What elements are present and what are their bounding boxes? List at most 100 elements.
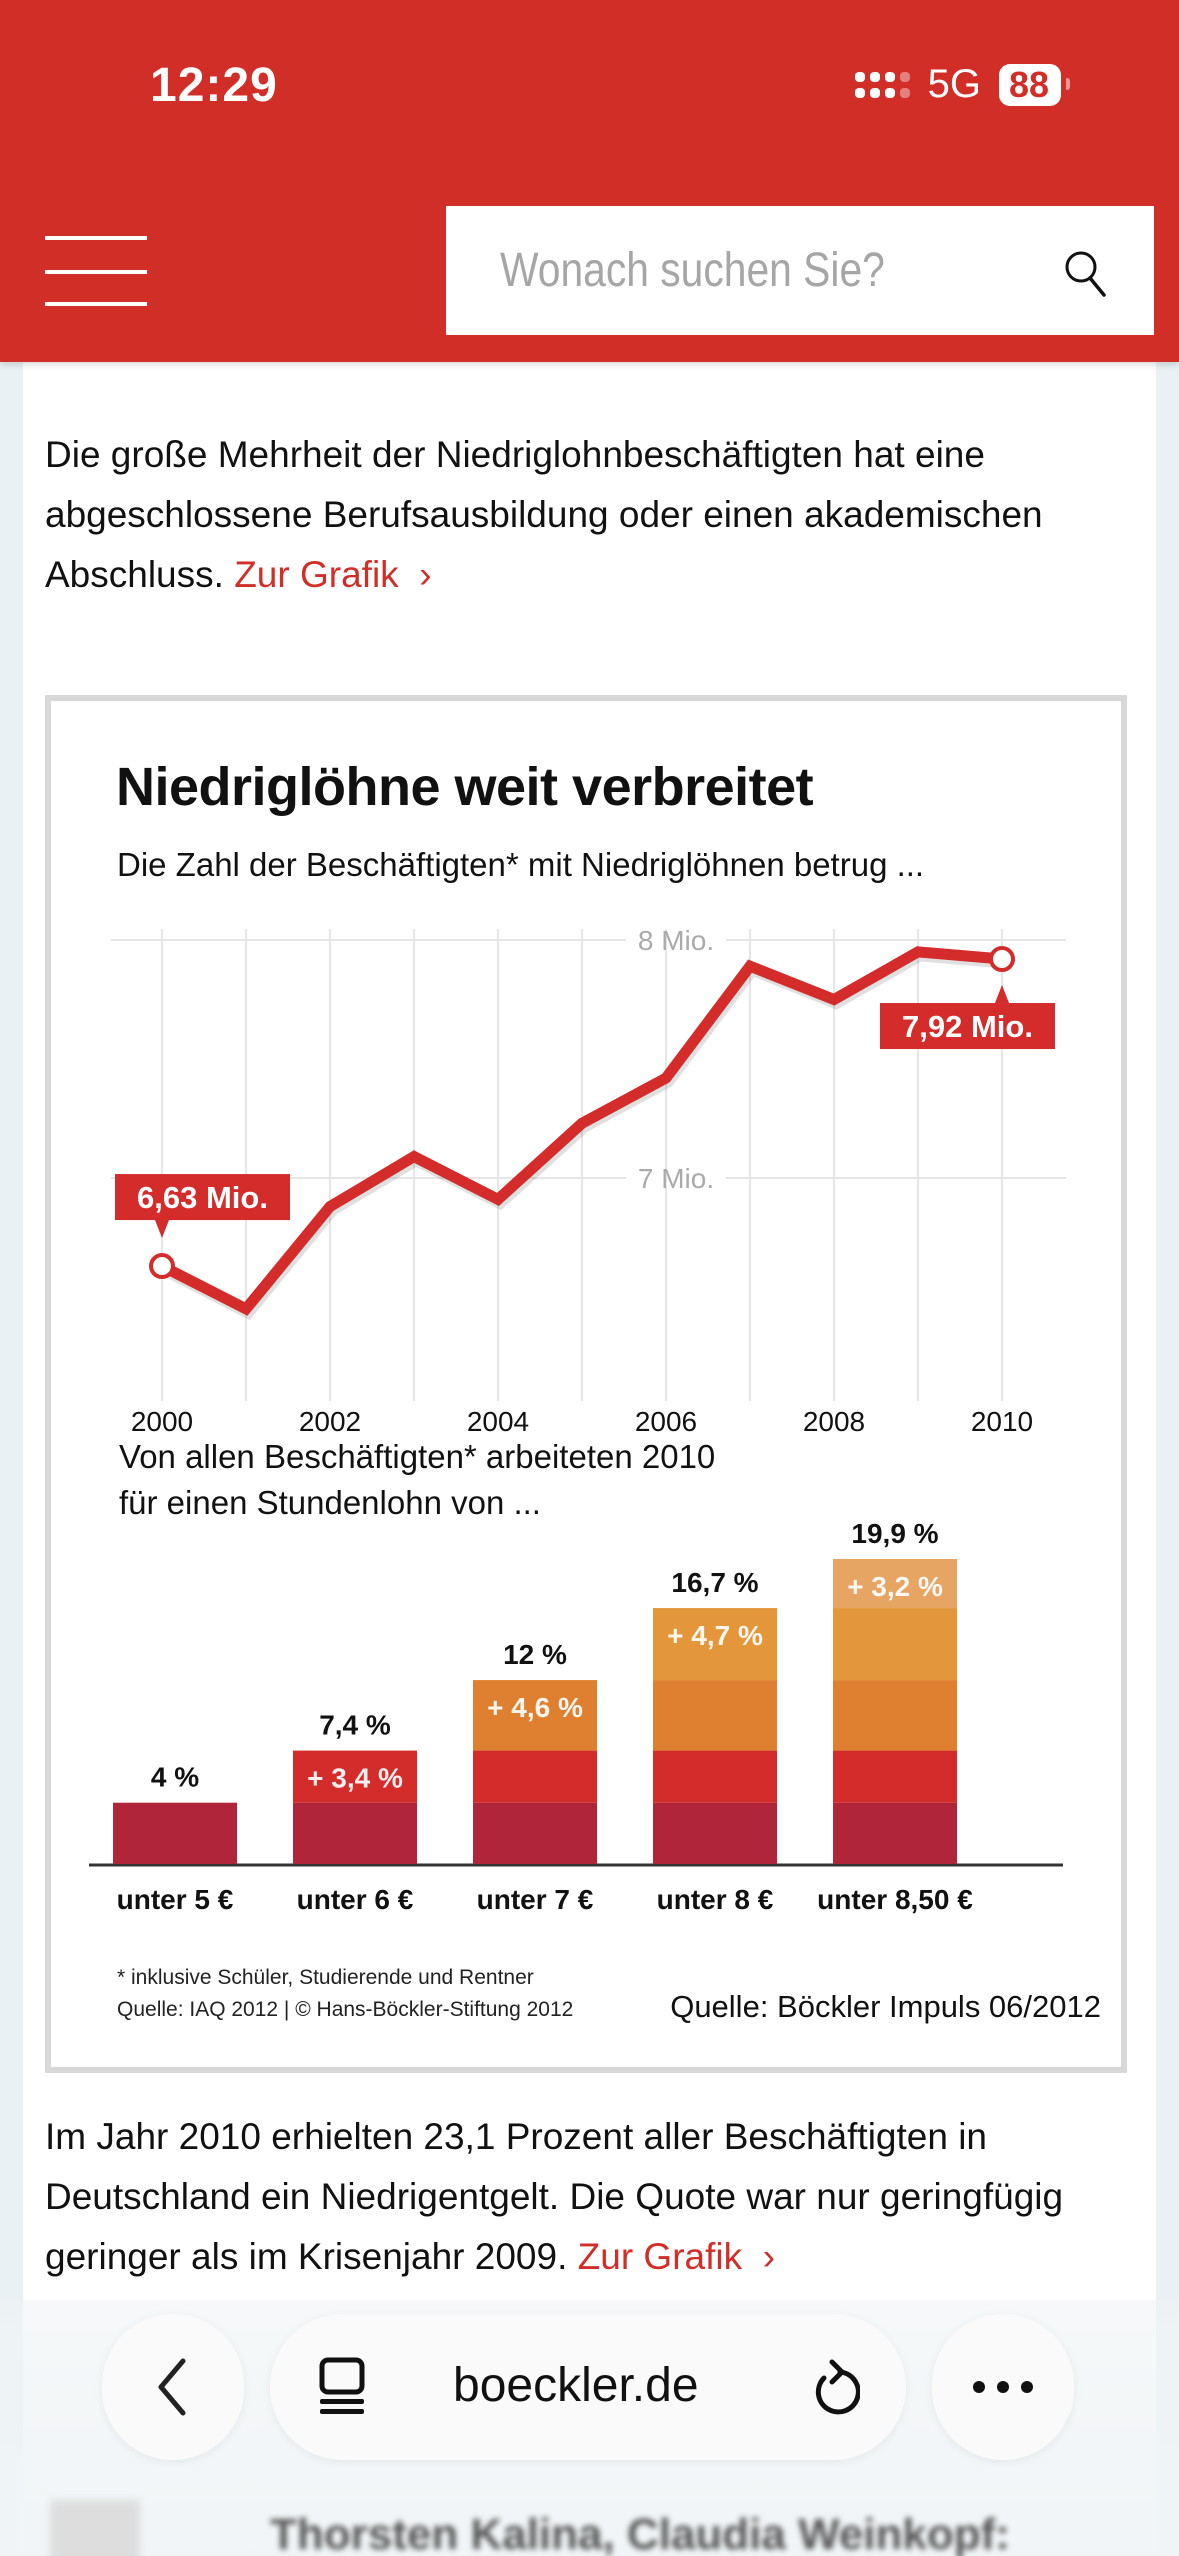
callout-box bbox=[115, 1174, 290, 1221]
increment-label: + 3,4 % bbox=[307, 1763, 403, 1794]
category-label: unter 5 € bbox=[117, 1884, 234, 1915]
y-tick-label: 8 Mio. bbox=[638, 925, 714, 956]
search-box bbox=[446, 206, 1154, 335]
more-button[interactable] bbox=[932, 2314, 1074, 2460]
paragraph-text: Im Jahr 2010 erhielten 23,1 Prozent alle… bbox=[45, 2116, 1064, 2277]
infographic-title: Niedriglöhne weit verbreitet bbox=[116, 757, 814, 817]
increment-label: + 4,6 % bbox=[487, 1692, 583, 1723]
data-point bbox=[833, 998, 835, 1001]
bar-chart-title-line: für einen Stundenlohn von ... bbox=[119, 1484, 541, 1521]
y-tick-label: 7 Mio. bbox=[638, 1163, 714, 1194]
bar-segment bbox=[473, 1750, 597, 1803]
data-point bbox=[245, 1307, 247, 1310]
zur-grafik-link[interactable]: Zur Grafik › bbox=[577, 2236, 776, 2277]
data-point bbox=[665, 1077, 667, 1080]
chevron-left-icon bbox=[158, 2358, 186, 2416]
category-label: unter 6 € bbox=[297, 1884, 414, 1915]
network-type: 5G bbox=[927, 62, 981, 106]
total-label: 12 % bbox=[503, 1639, 567, 1670]
data-point bbox=[329, 1205, 331, 1208]
bar: + 3,2 % 19,9 % unter 8,50 € bbox=[817, 1518, 973, 1915]
chevron-right-icon: › bbox=[762, 2236, 776, 2277]
search-icon[interactable] bbox=[1062, 248, 1108, 298]
data-point bbox=[497, 1198, 499, 1201]
preview-thumbnail bbox=[50, 2500, 140, 2556]
bar-segment bbox=[293, 1802, 417, 1864]
tabs-icon bbox=[319, 2357, 365, 2414]
back-button[interactable] bbox=[102, 2314, 244, 2460]
bar-segment bbox=[473, 1802, 597, 1864]
infographic-card: Niedriglöhne weit verbreitet Die Zahl de… bbox=[45, 695, 1127, 2073]
x-tick-label: 2010 bbox=[971, 1406, 1033, 1437]
bar: + 4,7 % 16,7 % unter 8 € bbox=[653, 1567, 777, 1915]
infographic-charts: 7 Mio. 8 Mio. 2000 2002 2004 2006 2008 2010 6,63… bbox=[89, 925, 1066, 1915]
endpoint-marker bbox=[149, 1253, 175, 1280]
chevron-right-icon: › bbox=[419, 554, 432, 595]
search-input[interactable] bbox=[500, 243, 942, 298]
total-label: 7,4 % bbox=[319, 1710, 391, 1741]
bar-segment bbox=[653, 1750, 777, 1803]
bar-segment bbox=[473, 1680, 597, 1751]
bar-segment bbox=[833, 1608, 957, 1681]
site-header: 12:29 5G 88 bbox=[0, 0, 1179, 362]
battery-icon: 88 bbox=[998, 63, 1071, 106]
data-point bbox=[581, 1122, 583, 1125]
total-label: 4 % bbox=[151, 1762, 199, 1793]
x-tick-label: 2002 bbox=[299, 1406, 361, 1437]
source-caption: Quelle: Böckler Impuls 06/2012 bbox=[670, 1989, 1101, 2024]
article-content: Die große Mehrheit der Niedriglohnbeschä… bbox=[23, 362, 1156, 2556]
bar-segment bbox=[653, 1608, 777, 1681]
x-tick-label: 2000 bbox=[131, 1406, 193, 1437]
bar-segment bbox=[833, 1559, 957, 1609]
article-paragraph: Im Jahr 2010 erhielten 23,1 Prozent alle… bbox=[45, 2107, 1135, 2287]
zur-grafik-link[interactable]: Zur Grafik › bbox=[234, 554, 432, 595]
bar-segment bbox=[833, 1750, 957, 1803]
bar-segment bbox=[293, 1750, 417, 1803]
bar-segment bbox=[833, 1802, 957, 1864]
category-label: unter 7 € bbox=[477, 1884, 594, 1915]
article-paragraph: Die große Mehrheit der Niedriglohnbeschä… bbox=[45, 425, 1135, 605]
next-content-preview: Thorsten Kalina, Claudia Weinkopf: bbox=[270, 2510, 1010, 2556]
bar-chart-title-line: Von allen Beschäftigten* arbeiteten 2010 bbox=[119, 1438, 716, 1475]
bar-segment bbox=[833, 1680, 957, 1751]
data-point bbox=[749, 965, 751, 968]
bar: 4 % unter 5 € bbox=[113, 1762, 237, 1915]
x-tick-label: 2006 bbox=[635, 1406, 697, 1437]
status-time: 12:29 bbox=[150, 59, 278, 112]
bar: + 3,4 % 7,4 % unter 6 € bbox=[293, 1710, 417, 1915]
url-text: boeckler.de bbox=[453, 2359, 699, 2412]
bar-segment bbox=[113, 1802, 237, 1864]
bar-segment bbox=[653, 1802, 777, 1864]
endpoint-marker bbox=[989, 946, 1015, 973]
footnote: * inklusive Schüler, Studierende und Ren… bbox=[117, 1966, 534, 1989]
callout-label: 6,63 Mio. bbox=[137, 1180, 268, 1215]
bar-chart-title: Von allen Beschäftigten* arbeiteten 2010… bbox=[119, 1434, 715, 1526]
browser-toolbar: Thorsten Kalina, Claudia Weinkopf: boeck… bbox=[0, 2300, 1179, 2556]
callout-pointer bbox=[155, 1220, 169, 1239]
reload-icon[interactable] bbox=[810, 2358, 860, 2418]
cellular-signal-icon bbox=[854, 71, 910, 98]
line-chart-title: Die Zahl der Beschäftigten* mit Niedrigl… bbox=[117, 846, 925, 883]
credit: Quelle: IAQ 2012 | © Hans-Böckler-Stiftu… bbox=[117, 1998, 574, 2021]
ellipsis-icon bbox=[973, 2381, 1033, 2393]
increment-label: + 4,7 % bbox=[667, 1620, 763, 1651]
callout-pointer bbox=[995, 985, 1009, 1004]
value-callout: 6,63 Mio. bbox=[115, 1174, 290, 1239]
category-label: unter 8 € bbox=[657, 1884, 774, 1915]
status-indicators: 5G 88 bbox=[854, 62, 1071, 107]
data-point bbox=[917, 950, 919, 953]
category-label: unter 8,50 € bbox=[817, 1884, 973, 1915]
x-tick-label: 2004 bbox=[467, 1406, 529, 1437]
value-callout: 7,92 Mio. bbox=[880, 985, 1055, 1050]
x-tick-label: 2008 bbox=[803, 1406, 865, 1437]
hamburger-menu-icon[interactable] bbox=[45, 232, 147, 306]
callout-label: 7,92 Mio. bbox=[902, 1009, 1033, 1044]
total-label: 19,9 % bbox=[851, 1518, 938, 1549]
callout-box bbox=[880, 1003, 1055, 1050]
bar-segment bbox=[653, 1680, 777, 1751]
url-bar[interactable]: boeckler.de bbox=[270, 2314, 906, 2460]
bar: + 4,6 % 12 % unter 7 € bbox=[473, 1639, 597, 1915]
increment-label: + 3,2 % bbox=[847, 1571, 943, 1602]
data-point bbox=[413, 1155, 415, 1158]
paragraph-text: Die große Mehrheit der Niedriglohnbeschä… bbox=[45, 434, 1043, 595]
